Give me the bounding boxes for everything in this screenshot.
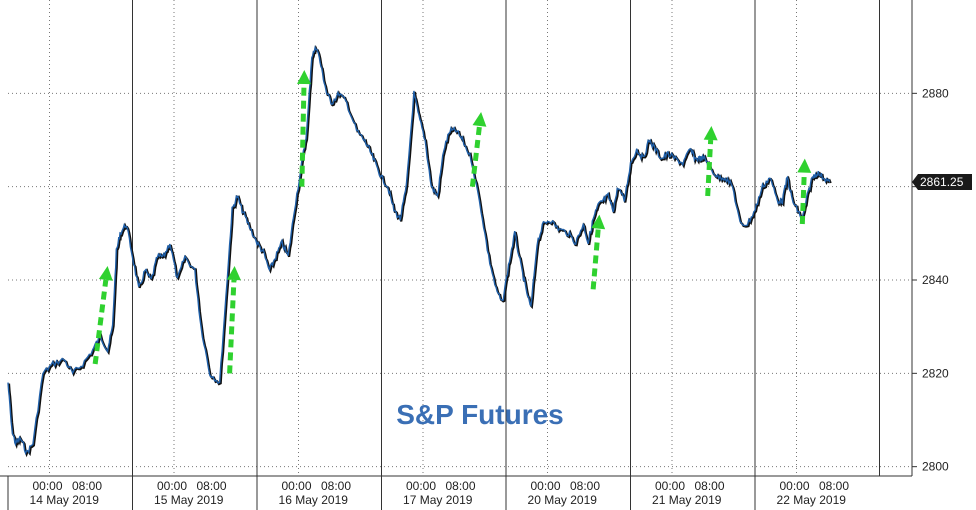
x-tick-label-date: 20 May 2019 [528, 493, 598, 507]
arrow-shaft [92, 279, 109, 365]
x-tick-label-time: 00:00 [157, 479, 187, 493]
arrow-head [297, 70, 312, 85]
y-tick-label: 2800 [922, 460, 949, 474]
arrow-head [226, 266, 241, 281]
arrow-shaft [469, 125, 482, 187]
plot-background [0, 0, 912, 476]
x-tick-label-date: 21 May 2019 [652, 493, 722, 507]
x-tick-label-date: 17 May 2019 [403, 493, 473, 507]
x-tick-label-time: 00:00 [779, 479, 809, 493]
x-tick-label-date: 15 May 2019 [154, 493, 224, 507]
arrow-shaft [227, 279, 237, 374]
x-tick-label-time: 08:00 [321, 479, 351, 493]
x-tick-label-time: 08:00 [196, 479, 226, 493]
x-tick-label-time: 00:00 [406, 479, 436, 493]
x-tick-label-time: 08:00 [445, 479, 475, 493]
x-tick-label-time: 08:00 [694, 479, 724, 493]
last-value-badge: 2861.25 [912, 174, 972, 190]
x-tick-label-time: 00:00 [655, 479, 685, 493]
y-tick-label: 2840 [922, 273, 949, 287]
grid [8, 0, 912, 476]
x-tick-label-date: 14 May 2019 [30, 493, 100, 507]
arrow-shaft [299, 83, 307, 187]
arrow-head [703, 126, 718, 141]
arrow-shaft [590, 228, 601, 290]
y-axis: 2800 2820 2840 2880 [911, 0, 949, 476]
x-tick-label-time: 08:00 [819, 479, 849, 493]
plot-area [7, 44, 832, 458]
annotation-arrows [92, 70, 812, 374]
x-tick-label-time: 00:00 [281, 479, 311, 493]
arrow-head [98, 266, 113, 281]
x-tick-label-time: 00:00 [32, 479, 62, 493]
x-tick-label-time: 08:00 [570, 479, 600, 493]
x-tick-label-time: 00:00 [530, 479, 560, 493]
arrow-head [472, 112, 487, 127]
arrow-shaft [705, 139, 714, 197]
last-value-label: 2861.25 [920, 175, 964, 189]
series-line [7, 45, 831, 456]
arrow-shaft [799, 172, 807, 225]
x-tick-label-date: 22 May 2019 [777, 493, 847, 507]
arrow-head [797, 158, 812, 173]
chart-title: S&P Futures [396, 399, 564, 430]
y-tick-label: 2880 [922, 86, 949, 100]
x-tick-label-time: 08:00 [72, 479, 102, 493]
last-value-badge-shape [912, 174, 972, 190]
x-tick-label-date: 16 May 2019 [279, 493, 349, 507]
arrow-head [591, 214, 606, 230]
y-tick-label: 2820 [922, 366, 949, 380]
